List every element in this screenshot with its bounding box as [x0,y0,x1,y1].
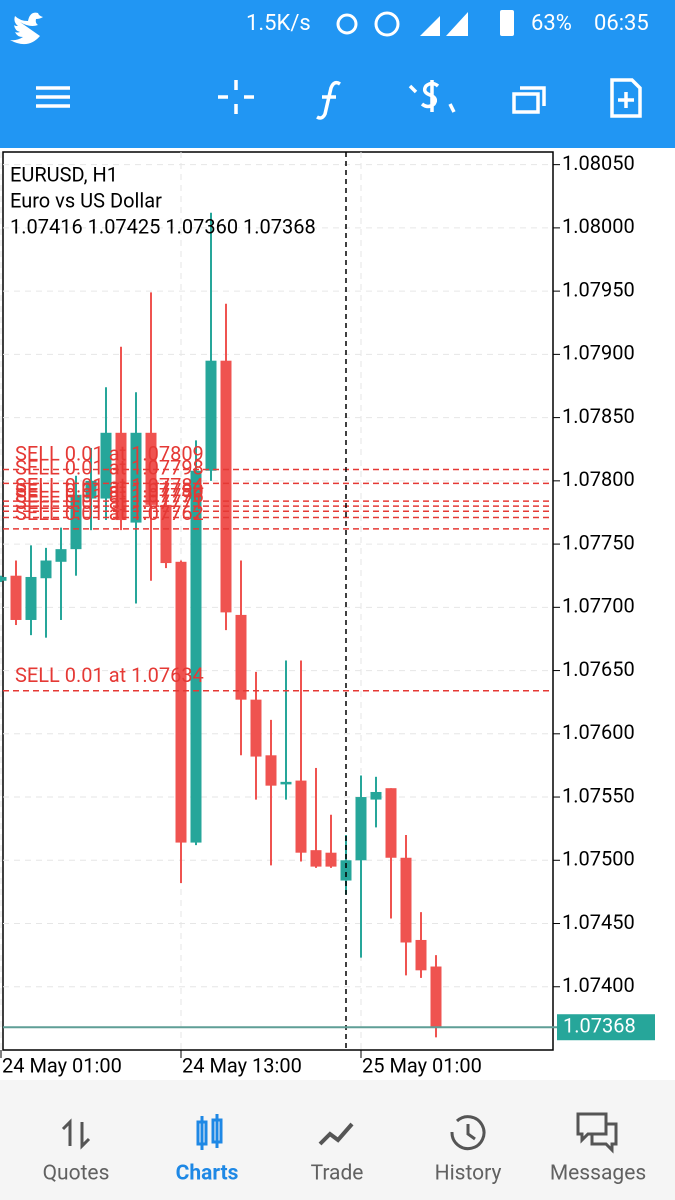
candle-body [400,857,412,943]
order-label: SELL 0.01 at 1.07780 [15,478,204,502]
trade-icon[interactable] [318,1122,354,1146]
candle-body [325,852,337,867]
history-icon[interactable] [450,1115,486,1151]
candle-body [40,560,52,579]
candle-body [190,470,202,843]
x-tick-label: 25 May 01:00 [362,1053,482,1077]
candle-body [385,788,397,858]
plot-area [2,151,554,1051]
y-tick-label: 1.07750 [562,530,635,554]
y-tick-label: 1.07700 [562,594,635,618]
candle-body [145,432,157,505]
candle-body [430,966,442,1028]
candle-body [265,755,277,786]
order-label: SELL 0.01 at 1.07771 [15,490,204,514]
candle-body [175,561,187,843]
candle-body [0,576,7,581]
menu-button[interactable] [36,86,70,108]
order-label: SELL 0.01 at 1.07634 [15,663,204,687]
y-tick-label: 1.07600 [562,720,635,744]
candle-body [100,432,112,499]
y-tick-label: 1.07850 [562,404,635,428]
candle-body [160,504,172,564]
nav-label[interactable]: Charts [176,1162,239,1186]
twitter-icon [10,12,43,45]
windows-button[interactable] [512,86,546,114]
new-order-button[interactable] [610,78,642,118]
order-label: SELL 0.01 at 1.07809 [15,442,204,466]
net-speed: 1.5K/s [246,11,311,36]
symbol-description: Euro vs US Dollar [10,188,162,212]
y-tick-label: 1.07800 [562,467,635,491]
x-tick-label: 24 May 01:00 [2,1053,122,1077]
crosshair-button[interactable] [218,80,254,114]
candle-body [130,432,142,523]
y-tick-label: 1.07400 [562,973,635,997]
candle-body [235,614,247,700]
y-tick-label: 1.07550 [562,783,635,807]
candle-body [415,939,427,971]
candle-body [70,494,82,550]
last-price-box [557,1014,655,1041]
y-tick-label: 1.07650 [562,657,635,681]
ohlc: 1.07416 1.07425 1.07360 1.07368 [10,214,316,238]
trade-button[interactable] [408,80,456,113]
y-tick-label: 1.08000 [562,214,635,238]
candle-body [280,781,292,785]
clock: 06:35 [594,11,649,36]
order-label: SELL 0.01 at 1.07762 [15,501,204,525]
y-tick-label: 1.08050 [562,151,635,175]
y-tick-label: 1.07450 [562,910,635,934]
candle-body [205,360,217,471]
candle-body [340,860,352,881]
candle-body [10,575,22,620]
candle-body [115,432,127,521]
indicators-button[interactable] [316,80,341,120]
last-price-label: 1.07368 [563,1014,636,1038]
nav-label[interactable]: Messages [550,1162,646,1186]
candle-body [250,699,262,757]
nav-label[interactable]: History [435,1162,502,1186]
battery-icon [500,10,514,36]
charts-icon[interactable] [196,1114,223,1150]
candle-body [25,576,37,620]
candle-body [310,850,322,867]
x-tick-label: 24 May 13:00 [182,1053,302,1077]
order-label: SELL 0.01 at 1.07784 [15,473,204,497]
messages-icon[interactable] [576,1112,618,1154]
candle-body [370,791,382,800]
symbol: EURUSD, H1 [10,162,118,186]
nav-label[interactable]: Quotes [43,1162,110,1186]
quotes-icon[interactable] [61,1118,91,1150]
order-label: SELL 0.01 at 1.07798 [15,456,204,480]
signal-icon [420,12,468,36]
y-tick-label: 1.07950 [562,277,635,301]
battery-level: 63% [531,11,572,36]
y-tick-label: 1.07900 [562,341,635,365]
candle-body [55,549,67,562]
y-tick-label: 1.07500 [562,847,635,871]
alarm-icon [374,11,400,37]
hotspot-icon [336,13,358,35]
order-label: SELL 0.01 at 1.07776 [15,483,204,507]
candle-body [295,780,307,853]
candle-body [355,797,367,861]
candle-body [85,480,97,499]
nav-label[interactable]: Trade [311,1162,364,1186]
candle-body [220,360,232,613]
